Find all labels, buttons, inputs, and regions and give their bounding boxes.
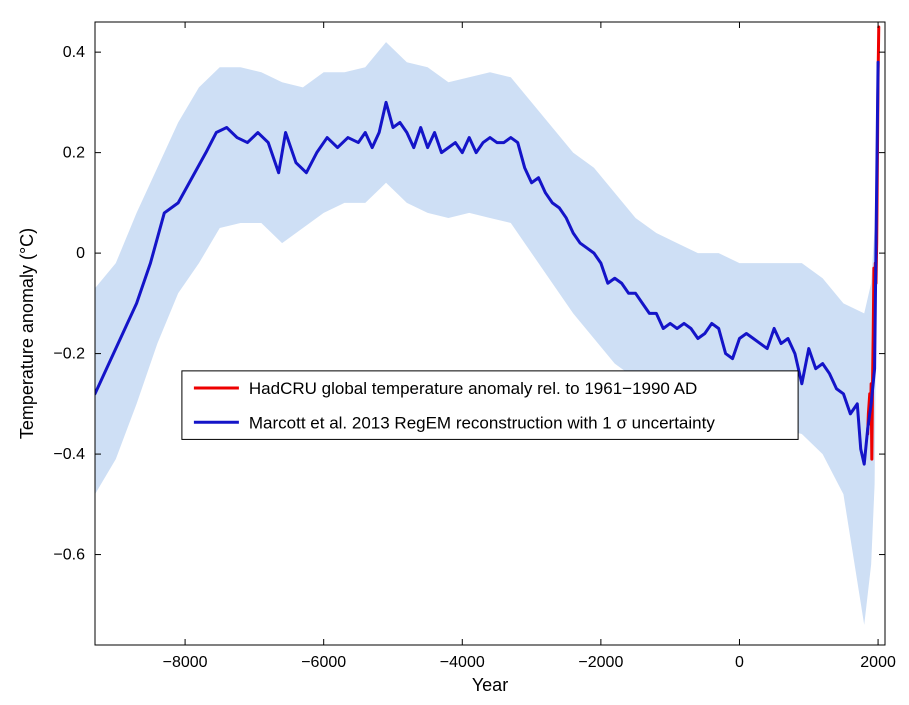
xtick-label: 2000: [860, 654, 896, 671]
xtick-label: −4000: [440, 654, 485, 671]
chart-container: −8000 −6000 −4000 −2000 0 2000 Year −0.6 −0.4 −0.…: [0, 0, 909, 705]
xtick-label: 0: [735, 654, 744, 671]
legend: HadCRU global temperature anomaly rel. t…: [182, 371, 798, 440]
legend-label-hadcru: HadCRU global temperature anomaly rel. t…: [249, 379, 697, 398]
x-axis-label: Year: [472, 675, 508, 695]
ytick-label: 0: [76, 245, 85, 262]
ytick-label: 0.2: [63, 145, 85, 162]
legend-label-marcott: Marcott et al. 2013 RegEM reconstruction…: [249, 413, 715, 432]
y-axis-label: Temperature anomaly (°C): [17, 228, 37, 439]
ytick-label: −0.4: [53, 446, 85, 463]
uncertainty-band: [95, 27, 878, 625]
xtick-label: −2000: [578, 654, 623, 671]
chart-svg: −8000 −6000 −4000 −2000 0 2000 Year −0.6 −0.4 −0.…: [0, 0, 909, 705]
ytick-label: 0.4: [63, 44, 85, 61]
xtick-label: −8000: [163, 654, 208, 671]
ytick-label: −0.2: [53, 346, 85, 363]
xtick-label: −6000: [301, 654, 346, 671]
ytick-label: −0.6: [53, 547, 85, 564]
